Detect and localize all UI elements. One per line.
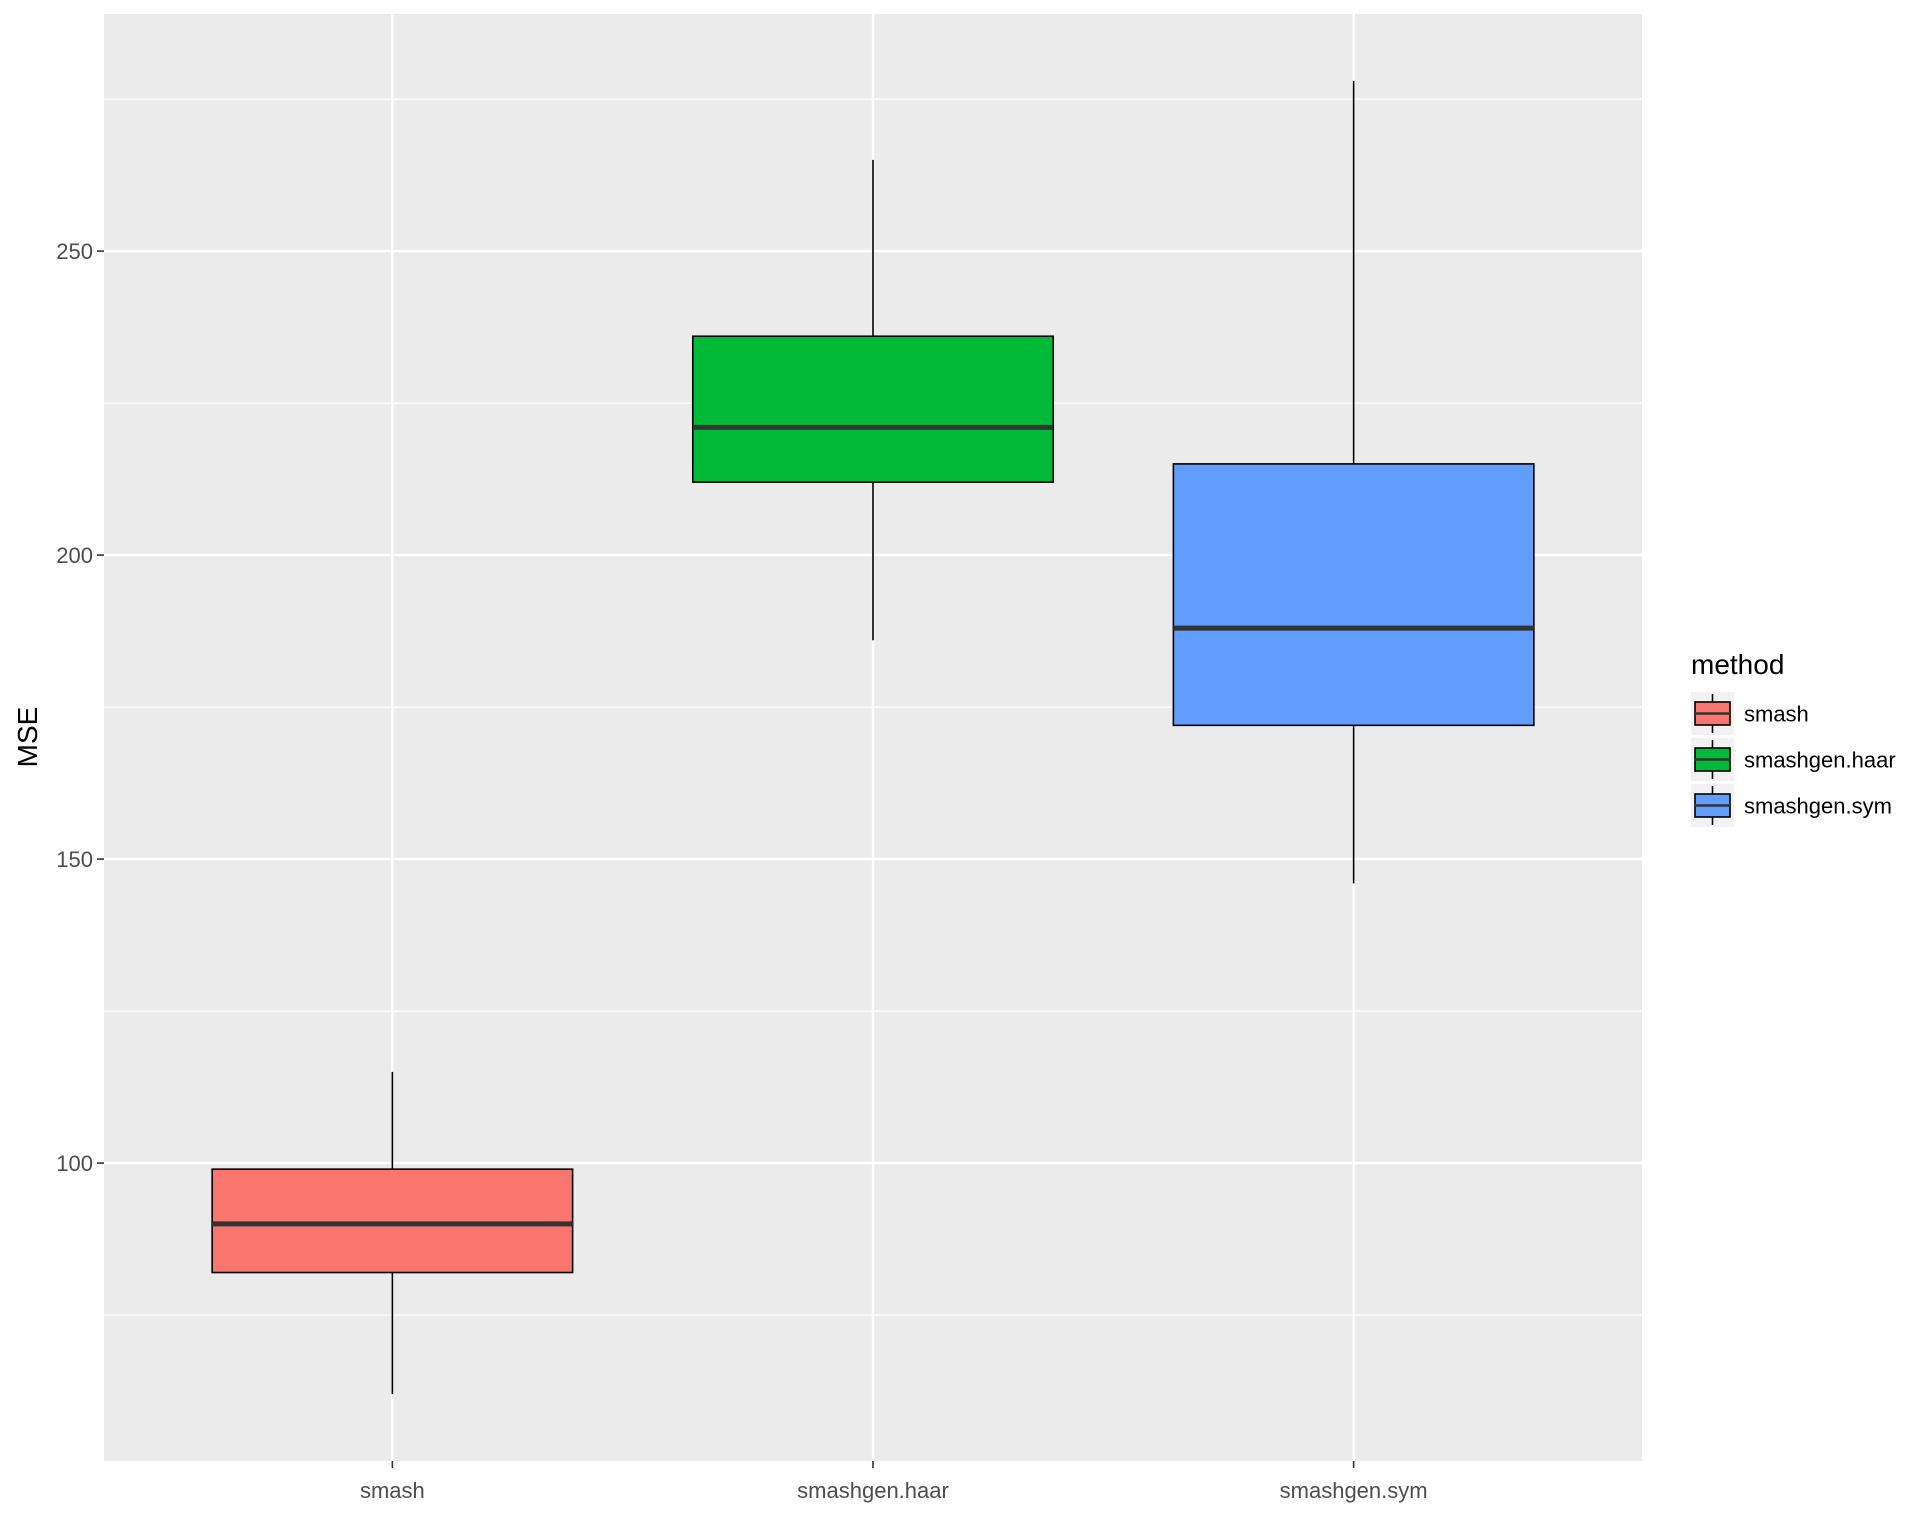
legend-item-smashgen.sym: smashgen.sym bbox=[1691, 784, 1892, 827]
legend-title: method bbox=[1691, 649, 1784, 680]
legend-item-smash: smash bbox=[1691, 692, 1809, 735]
x-tick-label: smashgen.sym bbox=[1280, 1478, 1428, 1503]
x-axis: smash smashgen.haar smashgen.sym bbox=[360, 1461, 1428, 1503]
x-tick-label: smash bbox=[360, 1478, 425, 1503]
box-iqr bbox=[1172, 463, 1535, 727]
y-axis-label: MSE bbox=[12, 707, 43, 768]
box-smash bbox=[211, 1071, 574, 1395]
legend-label: smashgen.sym bbox=[1744, 794, 1892, 819]
y-tick-label: 100 bbox=[56, 1151, 93, 1176]
box-smashgen.sym bbox=[1172, 80, 1535, 884]
box-iqr bbox=[211, 1168, 574, 1274]
legend-label: smashgen.haar bbox=[1744, 748, 1896, 773]
y-tick-label: 150 bbox=[56, 847, 93, 872]
y-tick-label: 250 bbox=[56, 239, 93, 264]
boxes bbox=[211, 80, 1535, 1395]
box-smashgen.haar bbox=[691, 159, 1055, 641]
box-iqr bbox=[691, 335, 1055, 483]
legend-item-smashgen.haar: smashgen.haar bbox=[1691, 738, 1896, 781]
legend: method smash smashgen.haar smashgen.sym bbox=[1691, 649, 1896, 827]
y-axis: 100 150 200 250 bbox=[56, 239, 104, 1176]
x-tick-label: smashgen.haar bbox=[797, 1478, 949, 1503]
legend-label: smash bbox=[1744, 702, 1809, 727]
y-tick-label: 200 bbox=[56, 543, 93, 568]
